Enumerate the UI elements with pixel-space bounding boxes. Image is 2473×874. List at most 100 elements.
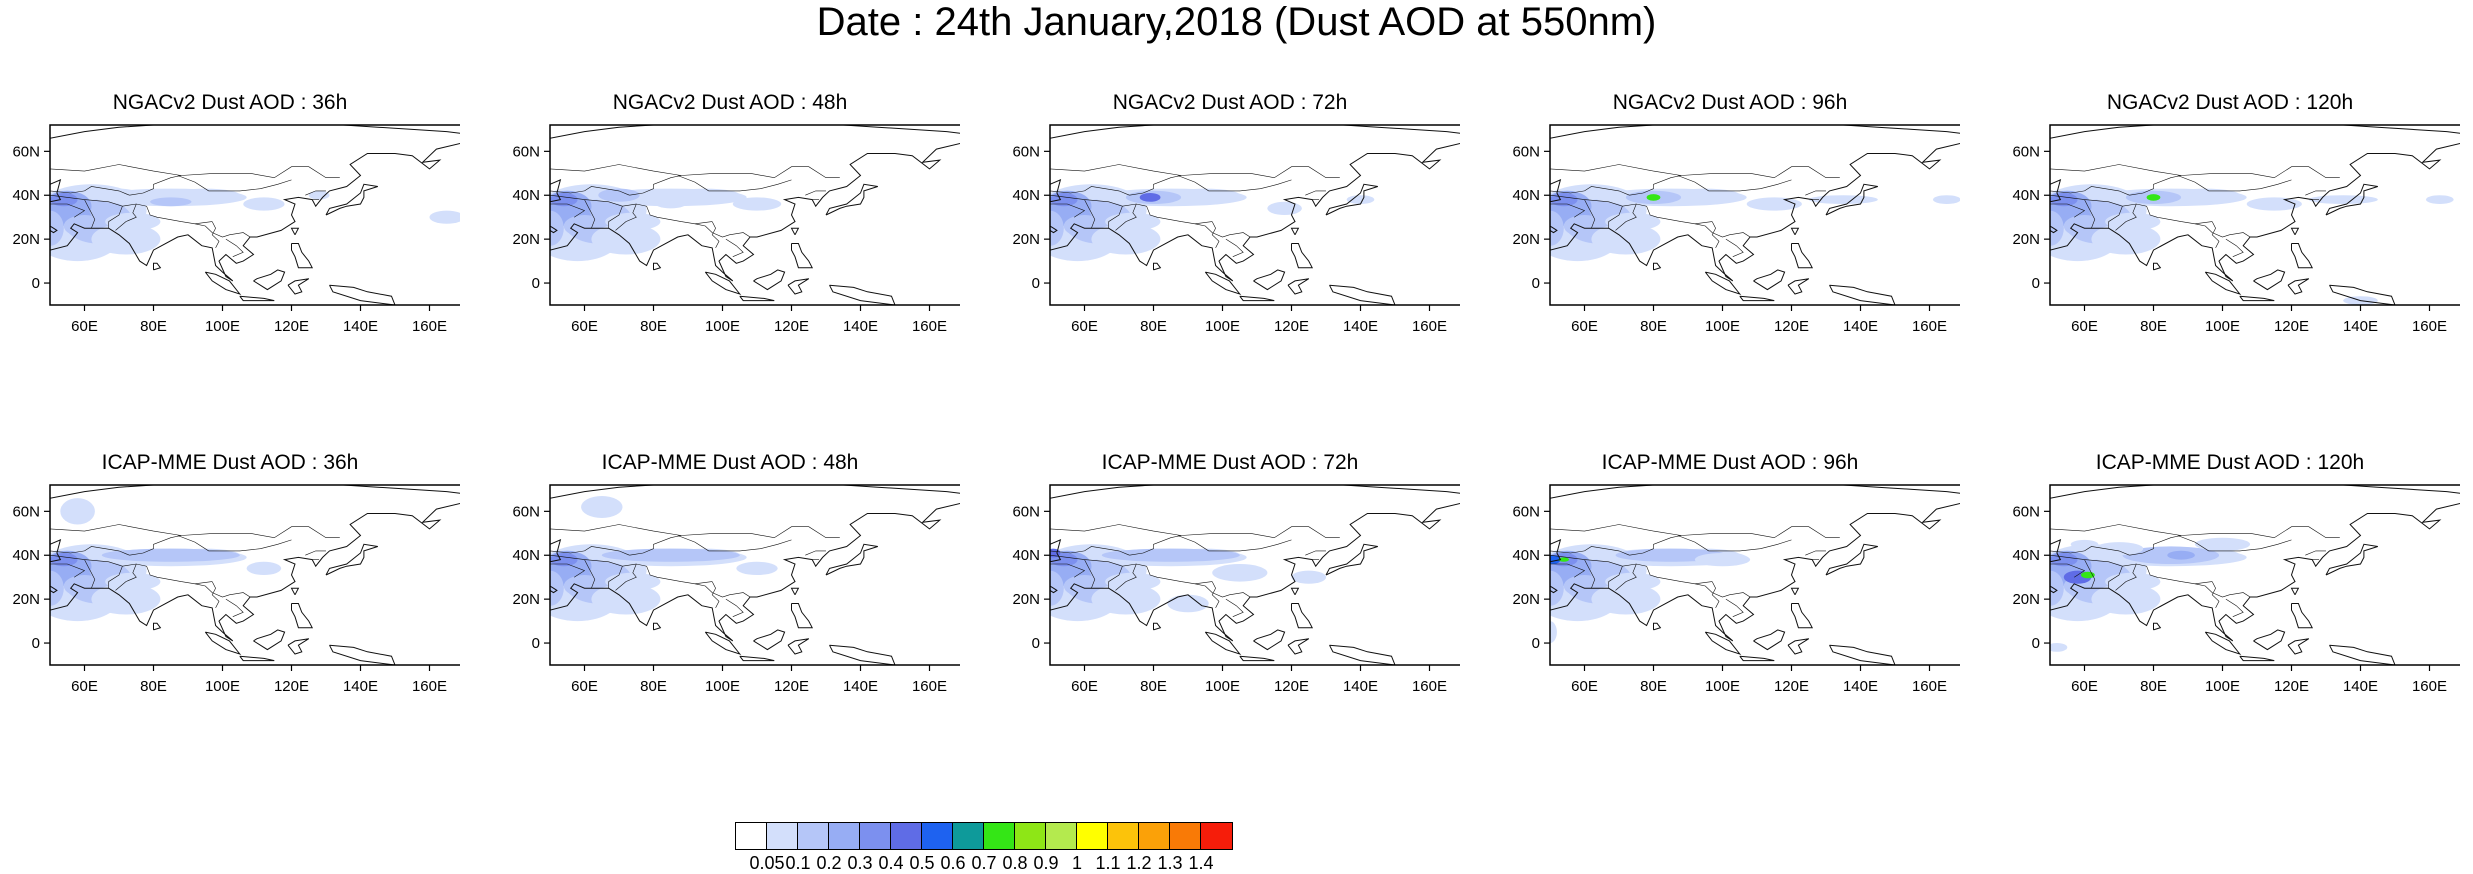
dust-aod-patch xyxy=(63,215,106,237)
y-tick-label: 20N xyxy=(12,231,40,248)
coastline xyxy=(1829,644,1896,665)
x-tick-label: 100E xyxy=(1205,678,1240,695)
x-tick-label: 160E xyxy=(2412,678,2447,695)
coastline xyxy=(290,227,300,236)
coastline xyxy=(550,179,562,203)
dust-aod-patch xyxy=(2070,539,2099,549)
map-panel: ICAP-MME Dust AOD : 48h 60E 80E 100E 120E 140… xyxy=(500,450,960,790)
coastline xyxy=(550,485,960,499)
x-tick-label: 160E xyxy=(412,678,447,695)
map-panel: ICAP-MME Dust AOD : 36h 60E 80E 100E 120E 140… xyxy=(0,450,460,790)
x-tick-label: 120E xyxy=(1274,678,1309,695)
country-border xyxy=(50,186,130,196)
dust-aod-patch xyxy=(1050,570,1064,606)
y-tick-label: 20N xyxy=(1012,591,1040,608)
x-tick-label: 60E xyxy=(571,318,598,335)
coastline xyxy=(1329,284,1396,305)
x-tick-label: 100E xyxy=(1705,318,1740,335)
dust-field xyxy=(1550,544,1751,644)
x-tick-label: 140E xyxy=(843,678,878,695)
country-border xyxy=(1211,221,1220,249)
x-tick-label: 160E xyxy=(1912,318,1947,335)
coastline xyxy=(50,539,62,563)
dust-aod-patch xyxy=(550,570,564,606)
country-border xyxy=(1211,581,1220,609)
y-tick-label: 40N xyxy=(512,547,540,564)
y-tick-label: 0 xyxy=(1532,635,1540,652)
dust-aod-patch xyxy=(2094,542,2144,556)
map-frame xyxy=(549,124,960,306)
country-border xyxy=(584,559,596,589)
coastline xyxy=(829,284,896,305)
x-tick-label: 140E xyxy=(1843,318,1878,335)
dust-aod-patch xyxy=(732,197,782,211)
x-tick-label: 100E xyxy=(1705,678,1740,695)
map-frame xyxy=(549,484,960,666)
x-tick-label: 140E xyxy=(2343,318,2378,335)
x-tick-label: 80E xyxy=(1140,678,1167,695)
dust-aod-patch xyxy=(1550,621,1557,644)
country-border xyxy=(550,563,586,578)
country-border xyxy=(211,221,220,249)
country-border xyxy=(2050,186,2130,196)
dust-aod-patch xyxy=(429,210,460,224)
country-border xyxy=(1550,203,1586,218)
colorbar-label: 1.3 xyxy=(1157,853,1183,873)
y-tick-label: 60N xyxy=(2012,503,2040,520)
dust-field xyxy=(550,496,778,622)
map-frame xyxy=(1049,484,1460,666)
coastline xyxy=(2325,543,2378,576)
coastline xyxy=(2290,587,2300,596)
country-border xyxy=(677,535,792,552)
colorbar-label: 0.05 xyxy=(749,853,785,873)
dust-aod-map: 60E 80E 100E 120E 140E 160E 60N 40N 20N 0 xyxy=(2012,484,2460,695)
coastline xyxy=(550,225,558,234)
x-tick-label: 160E xyxy=(1412,678,1447,695)
dust-aod-map: 60E 80E 100E 120E 140E 160E 60N 40N 20N 0 xyxy=(1512,124,1960,335)
y-tick-label: 0 xyxy=(1032,635,1040,652)
coastline-layer xyxy=(1550,125,1960,305)
y-tick-label: 60N xyxy=(12,503,40,520)
dust-aod-patch xyxy=(581,496,623,518)
colorbar-swatch xyxy=(983,822,1016,850)
dust-aod-patch xyxy=(736,561,778,575)
y-tick-label: 0 xyxy=(1032,275,1040,292)
country-border xyxy=(550,524,840,539)
coastline xyxy=(1653,622,1662,631)
x-tick-label: 80E xyxy=(640,318,667,335)
colorbar-swatch xyxy=(735,822,768,850)
country-border xyxy=(1108,566,1123,589)
country-border xyxy=(2225,598,2244,617)
country-border xyxy=(805,550,826,556)
map-panel: NGACv2 Dust AOD : 96h 60E 80E 100E 120E 140E 1… xyxy=(1500,90,1960,430)
coastline xyxy=(1050,179,1062,203)
map-frame xyxy=(1549,484,1960,666)
x-tick-label: 160E xyxy=(1412,318,1447,335)
map-panel: NGACv2 Dust AOD : 48h 60E 80E 100E 120E 140E 1… xyxy=(500,90,960,430)
country-border xyxy=(2050,164,2340,179)
country-border xyxy=(1725,238,1744,257)
colorbar-label: 0.2 xyxy=(816,853,842,873)
coastline xyxy=(1550,179,1562,203)
dust-aod-patch xyxy=(1139,193,1161,202)
y-tick-label: 60N xyxy=(1512,143,1540,160)
country-border xyxy=(1050,524,1340,539)
x-tick-label: 100E xyxy=(1205,318,1240,335)
country-border xyxy=(1194,583,1251,598)
coastline xyxy=(1550,225,1558,234)
x-tick-label: 140E xyxy=(1343,678,1378,695)
colorbar-swatch xyxy=(766,822,799,850)
country-border xyxy=(2050,546,2130,556)
y-tick-label: 0 xyxy=(532,275,540,292)
coastline xyxy=(1153,622,1162,631)
dust-aod-patch xyxy=(1563,215,1606,237)
coastline-layer xyxy=(1550,485,1960,665)
country-border xyxy=(1677,175,1792,192)
x-tick-label: 100E xyxy=(205,678,240,695)
country-border xyxy=(1805,190,1826,196)
coastline xyxy=(1050,125,1460,139)
x-tick-label: 60E xyxy=(1571,318,1598,335)
coastline xyxy=(1325,543,1378,576)
country-border xyxy=(50,563,86,578)
colorbar-label: 0.7 xyxy=(971,853,997,873)
